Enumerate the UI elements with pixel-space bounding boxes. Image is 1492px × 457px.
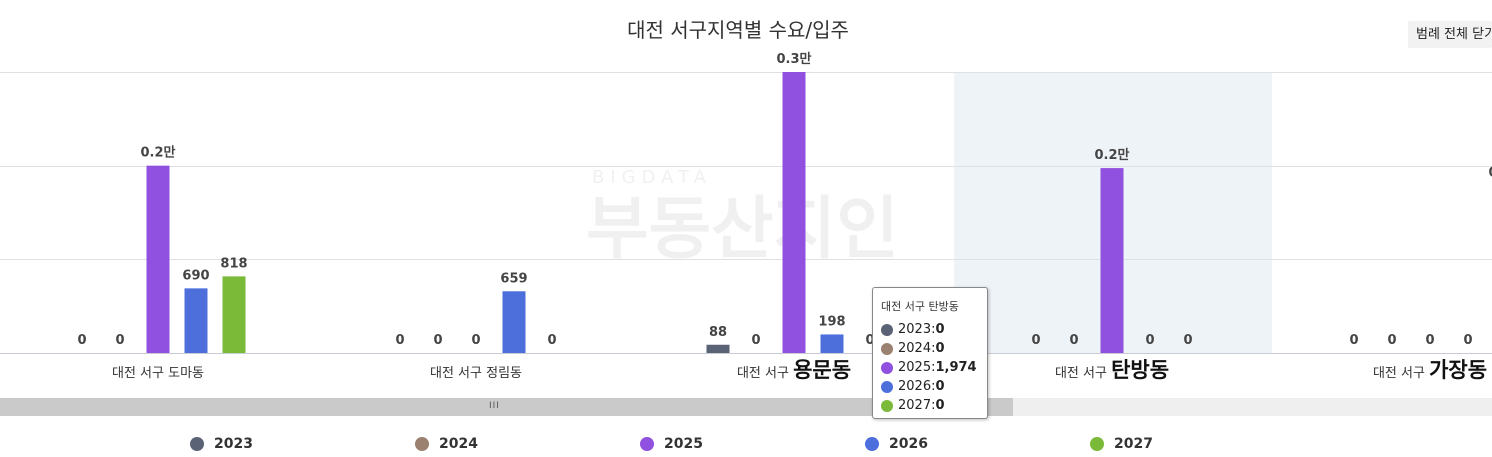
data-label: 0.3만 (777, 51, 812, 67)
tooltip-value: 0 (935, 322, 945, 337)
chart-plot: BIGDATA 부동산지인 0 0 0.2만 690 818 0 0 0 659 0 88 0 0.3만… (0, 51, 1492, 382)
tooltip-row: 2027: 0 (881, 396, 979, 415)
legend-item-2026[interactable]: 2026 (865, 434, 928, 454)
data-label: 0 (547, 333, 556, 348)
data-label: 0 (1031, 333, 1040, 348)
legend-marker-icon (1090, 437, 1104, 451)
legend-marker-icon (415, 437, 429, 451)
bar-2026-2[interactable] (820, 334, 844, 353)
legend-label: 2024 (439, 436, 478, 452)
data-label: 0.2만 (1095, 147, 1130, 163)
tooltip-value: 0 (935, 341, 945, 356)
data-label: 690 (182, 268, 209, 283)
data-label: 0 (77, 333, 86, 348)
tooltip-row: 2024: 0 (881, 339, 979, 358)
data-label: 0 (395, 333, 404, 348)
data-label: 0 (1183, 333, 1192, 348)
bar-2023-2[interactable] (706, 344, 730, 353)
tooltip-row: 2026: 0 (881, 377, 979, 396)
data-label: 0 (1463, 333, 1472, 348)
legend-toggle-button[interactable]: 범례 전체 닫기 (1408, 21, 1492, 48)
bar-2025-2[interactable] (782, 72, 806, 353)
x-tick-label: 대전 서구 용문동 (737, 358, 851, 382)
data-label: 0 (1387, 333, 1396, 348)
bar-2026-0[interactable] (184, 288, 208, 353)
tooltip-row: 2025: 1,974 (881, 358, 979, 377)
x-tick-label: 대전 서구 탄방동 (1055, 358, 1169, 382)
data-label: 198 (818, 314, 845, 329)
legend-marker-icon (640, 437, 654, 451)
data-label: 88 (709, 325, 727, 340)
tooltip-marker-icon (881, 323, 893, 336)
data-label: 818 (220, 256, 247, 271)
chart-tooltip: 대전 서구 탄방동 2023: 0 2024: 0 2025: 1,974 2026:… (872, 287, 988, 419)
data-label: 0 (471, 333, 480, 348)
tooltip-year: 2027: (898, 398, 936, 413)
legend-marker-icon (865, 437, 879, 451)
tooltip-year: 2024: (898, 341, 936, 356)
bar-2027-0[interactable] (222, 276, 246, 353)
bar-2025-3[interactable] (1100, 168, 1124, 353)
legend-item-2025[interactable]: 2025 (640, 434, 703, 454)
tooltip-marker-icon (881, 399, 893, 412)
horizontal-scrollbar[interactable]: III (0, 398, 1492, 416)
watermark: BIGDATA 부동산지인 (586, 167, 899, 269)
data-label: 0 (865, 333, 874, 348)
tooltip-year: 2026: (898, 379, 936, 394)
x-tick-label: 대전 서구 가장동 (1373, 358, 1487, 382)
tooltip-marker-icon (881, 380, 893, 393)
tooltip-year: 2023: (898, 322, 936, 337)
data-label: 0 (1425, 333, 1434, 348)
data-label: 0 (1349, 333, 1358, 348)
data-label: 0 (115, 333, 124, 348)
tooltip-value: 0 (935, 398, 945, 413)
chart-legend: 2023 2024 2025 2026 2027 (0, 434, 1492, 454)
tooltip-marker-icon (881, 342, 893, 355)
data-label: 0 (1145, 333, 1154, 348)
bar-2026-1[interactable] (502, 291, 526, 353)
tooltip-value: 1,974 (935, 360, 977, 375)
tooltip-marker-icon (881, 361, 893, 374)
legend-item-2023[interactable]: 2023 (190, 434, 253, 454)
legend-label: 2025 (664, 436, 703, 452)
legend-label: 2027 (1114, 436, 1153, 452)
legend-item-2024[interactable]: 2024 (415, 434, 478, 454)
data-label: 0.2만 (1489, 164, 1492, 180)
data-label: 0.2만 (141, 145, 176, 161)
bar-2025-0[interactable] (146, 165, 170, 353)
chart-title: 대전 서구지역별 수요/입주 (627, 18, 849, 42)
tooltip-row: 2023: 0 (881, 320, 979, 339)
scrollbar-thumb[interactable]: III (0, 398, 1013, 416)
data-label: 0 (1069, 333, 1078, 348)
legend-marker-icon (190, 437, 204, 451)
watermark-main: 부동산지인 (586, 190, 899, 269)
data-label: 0 (433, 333, 442, 348)
x-tick-label: 대전 서구 도마동 (112, 366, 204, 381)
tooltip-title: 대전 서구 탄방동 (881, 300, 959, 313)
scrollbar-grip-icon: III (489, 401, 500, 411)
data-label: 659 (500, 271, 527, 286)
legend-label: 2026 (889, 436, 928, 452)
watermark-top: BIGDATA (592, 167, 712, 188)
tooltip-value: 0 (935, 379, 945, 394)
legend-label: 2023 (214, 436, 253, 452)
x-tick-label: 대전 서구 정림동 (430, 366, 522, 381)
tooltip-year: 2025: (898, 360, 936, 375)
legend-item-2027[interactable]: 2027 (1090, 434, 1153, 454)
data-label: 0 (751, 333, 760, 348)
